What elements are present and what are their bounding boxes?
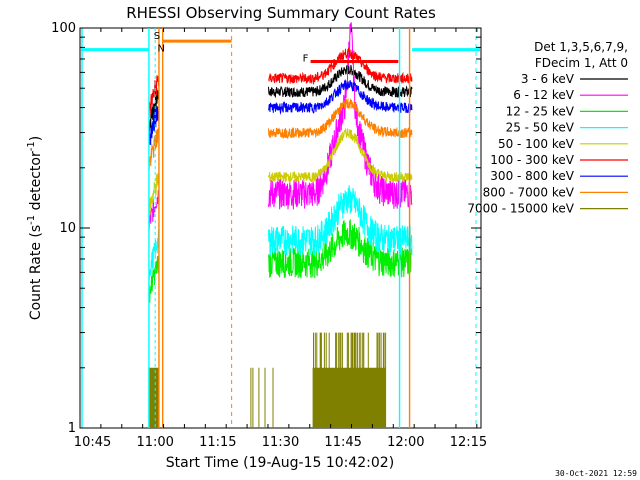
flag-letter: S: [154, 31, 160, 42]
series-line: [148, 47, 413, 120]
y-tick-label: 10: [59, 221, 76, 236]
series-layer: [148, 22, 413, 428]
series-line: [148, 219, 413, 303]
series-line: [148, 98, 413, 172]
x-axis-label: Start Time (19-Aug-15 10:42:02): [166, 455, 394, 471]
legend-entry-label: 50 - 100 keV: [498, 137, 575, 151]
series-line: [148, 185, 413, 281]
legend-entry-label: 6 - 12 keV: [513, 88, 575, 102]
legend-entry-label: 300 - 800 keV: [490, 169, 574, 183]
legend-entry-label: 3 - 6 keV: [521, 72, 575, 86]
flag-letter: F: [303, 54, 309, 65]
series-line: [148, 78, 413, 149]
x-tick-label: 11:15: [199, 435, 236, 450]
legend: Det 1,3,5,6,7,9, FDecim 1, Att 0 3 - 6 k…: [467, 40, 628, 216]
legend-header-line-1: Det 1,3,5,6,7,9,: [534, 40, 628, 54]
tick-layer: 10:45 11:00 11:15 11:30 11:45 12:00 12:15 1 10 10…: [51, 21, 487, 450]
legend-entry-label: 7000 - 15000 keV: [467, 202, 574, 216]
x-tick-label: 12:00: [387, 435, 424, 450]
series-line: [148, 332, 387, 428]
y-axis-label: Count Rate (s-1 detector-1): [26, 136, 44, 320]
x-tick-label: 10:45: [74, 435, 111, 450]
x-tick-label: 11:45: [324, 435, 361, 450]
legend-entry-label: 12 - 25 keV: [506, 104, 575, 118]
series-line: [148, 127, 413, 218]
y-tick-label: 1: [68, 421, 76, 436]
series-line: [148, 65, 413, 132]
x-tick-label: 12:15: [450, 435, 487, 450]
y-tick-label: 100: [51, 21, 76, 36]
legend-entry-label: 25 - 50 keV: [506, 121, 575, 135]
legend-header-line-2: FDecim 1, Att 0: [535, 56, 628, 70]
series-line: [148, 22, 413, 233]
legend-entry-label: 800 - 7000 keV: [483, 185, 575, 199]
legend-entry-label: 100 - 300 keV: [490, 153, 574, 167]
x-tick-label: 11:00: [136, 435, 173, 450]
generated-timestamp: 30-Oct-2021 12:59: [555, 469, 637, 478]
flag-letter: N: [157, 43, 164, 54]
x-tick-label: 11:30: [262, 435, 299, 450]
chart-title: RHESSI Observing Summary Count Rates: [126, 4, 436, 22]
